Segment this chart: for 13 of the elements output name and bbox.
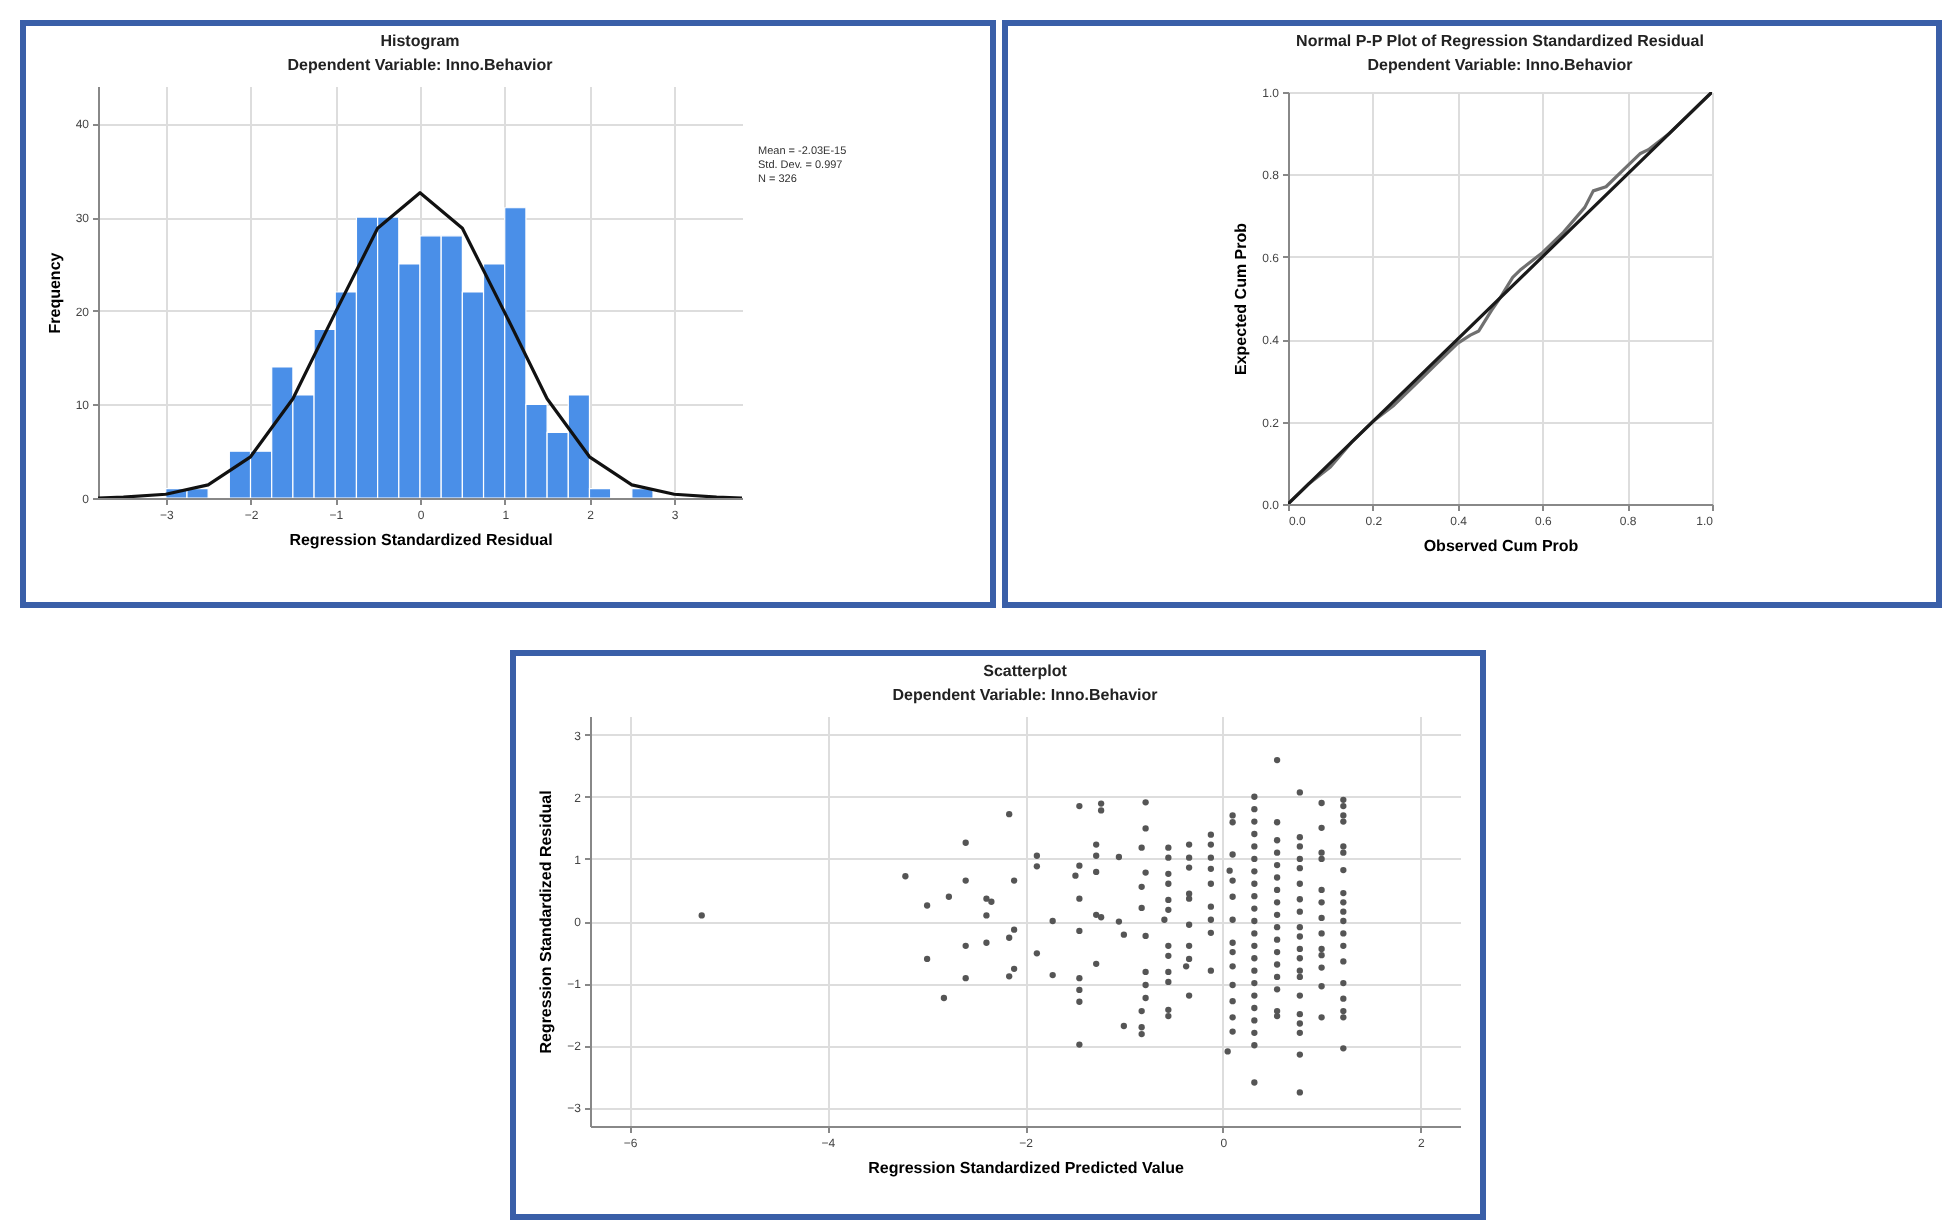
x-axis-title: Observed Cum Prob (1422, 537, 1578, 555)
chart-subtitle: Dependent Variable: Inno.Behavior (286, 56, 552, 74)
x-axis-title: Regression Standardized Residual (288, 531, 552, 549)
line-series (1287, 92, 1711, 504)
y-axis-title: Expected Cum Prob (1231, 222, 1250, 376)
x-axis-title: Regression Standardized Predicted Value (867, 1159, 1184, 1177)
chart-subtitle: Dependent Variable: Inno.Behavior (1366, 56, 1632, 74)
y-axis-title: Regression Standardized Residual (536, 790, 555, 1054)
chart-title: Histogram (379, 32, 459, 50)
y-axis-title: Frequency (44, 251, 63, 334)
chart-title: Normal P-P Plot of Regression Standardized Residual (1295, 32, 1703, 50)
chart-title: Scatterplot (982, 662, 1067, 680)
chart-subtitle: Dependent Variable: Inno.Behavior (891, 686, 1157, 704)
